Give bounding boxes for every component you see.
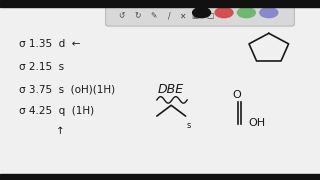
Text: σ 4.25  q  (1H): σ 4.25 q (1H) [19,106,94,116]
FancyBboxPatch shape [106,5,294,26]
Circle shape [215,8,233,18]
Text: □: □ [206,11,213,20]
Text: ✎: ✎ [150,11,157,20]
Text: σ 3.75  s  (oH)(1H): σ 3.75 s (oH)(1H) [19,84,115,94]
Text: s: s [186,121,191,130]
Text: OH: OH [248,118,265,128]
Circle shape [237,8,255,18]
Text: σ 2.15  s: σ 2.15 s [19,62,64,72]
Bar [0,0,320,7]
Text: ↺: ↺ [118,11,125,20]
Text: σ 1.35  d  ←: σ 1.35 d ← [19,39,81,49]
Text: ▣: ▣ [192,11,199,20]
Circle shape [260,8,278,18]
Text: O: O [232,89,241,100]
Text: /: / [168,11,171,20]
Text: ↑: ↑ [56,126,65,136]
Bar [0,174,320,180]
Circle shape [193,8,211,18]
Text: DBE: DBE [158,83,184,96]
Text: ✕: ✕ [179,11,186,20]
Text: ↻: ↻ [134,11,141,20]
